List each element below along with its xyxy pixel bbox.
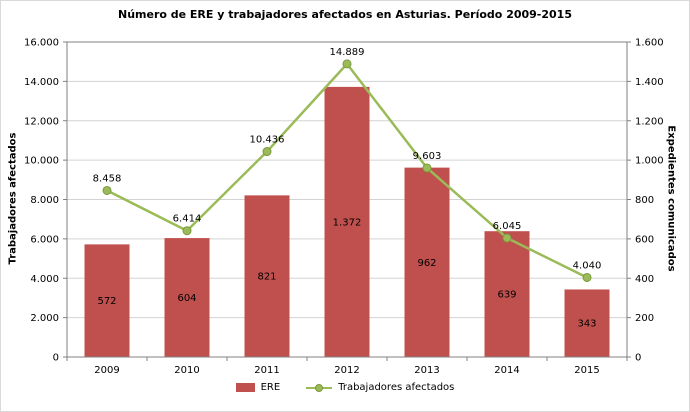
line-marker-swatch-icon <box>306 383 333 392</box>
svg-text:8.458: 8.458 <box>93 173 122 184</box>
svg-text:4.000: 4.000 <box>30 274 59 285</box>
left-axis-title: Trabajadores afectados <box>7 132 19 265</box>
legend-label-trabajadores: Trabajadores afectados <box>338 382 455 393</box>
svg-text:8.000: 8.000 <box>30 195 59 206</box>
svg-text:4.040: 4.040 <box>573 260 602 271</box>
bar-swatch-icon <box>235 383 255 392</box>
svg-text:10.000: 10.000 <box>24 156 59 167</box>
svg-text:2009: 2009 <box>94 365 119 376</box>
svg-text:1.400: 1.400 <box>635 77 664 88</box>
legend-item-trabajadores: Trabajadores afectados <box>306 382 454 393</box>
svg-text:2012: 2012 <box>334 365 359 376</box>
svg-text:1.000: 1.000 <box>635 156 664 167</box>
svg-text:9.603: 9.603 <box>413 151 442 162</box>
svg-text:800: 800 <box>635 195 654 206</box>
svg-text:2013: 2013 <box>414 365 439 376</box>
svg-text:6.045: 6.045 <box>493 221 522 232</box>
legend-item-ere: ERE <box>235 382 281 393</box>
right-axis-title: Expedientes comunicados <box>665 125 677 272</box>
chart-title: Número de ERE y trabajadores afectados e… <box>117 8 572 21</box>
svg-text:12.000: 12.000 <box>24 116 59 127</box>
svg-text:400: 400 <box>635 274 654 285</box>
svg-text:14.889: 14.889 <box>330 47 365 58</box>
svg-text:2015: 2015 <box>574 365 599 376</box>
svg-text:600: 600 <box>635 234 654 245</box>
svg-text:2011: 2011 <box>254 365 279 376</box>
svg-text:1.372: 1.372 <box>333 217 362 228</box>
svg-text:14.000: 14.000 <box>24 77 59 88</box>
svg-text:639: 639 <box>497 290 516 301</box>
svg-text:604: 604 <box>177 293 196 304</box>
chart-legend: ERE Trabajadores afectados <box>1 382 689 393</box>
svg-text:962: 962 <box>417 258 436 269</box>
svg-text:343: 343 <box>577 319 596 330</box>
svg-text:10.436: 10.436 <box>250 135 285 146</box>
svg-text:16.000: 16.000 <box>24 38 59 49</box>
svg-text:6.414: 6.414 <box>173 214 202 225</box>
svg-text:0: 0 <box>635 353 641 364</box>
svg-text:1.200: 1.200 <box>635 116 664 127</box>
svg-text:572: 572 <box>97 296 116 307</box>
legend-label-ere: ERE <box>260 382 281 393</box>
svg-text:2010: 2010 <box>174 365 199 376</box>
svg-text:6.000: 6.000 <box>30 234 59 245</box>
svg-text:1.600: 1.600 <box>635 38 664 49</box>
svg-text:821: 821 <box>257 272 276 283</box>
svg-text:2014: 2014 <box>494 365 519 376</box>
svg-text:2.000: 2.000 <box>30 313 59 324</box>
svg-text:0: 0 <box>53 353 59 364</box>
svg-text:200: 200 <box>635 313 654 324</box>
